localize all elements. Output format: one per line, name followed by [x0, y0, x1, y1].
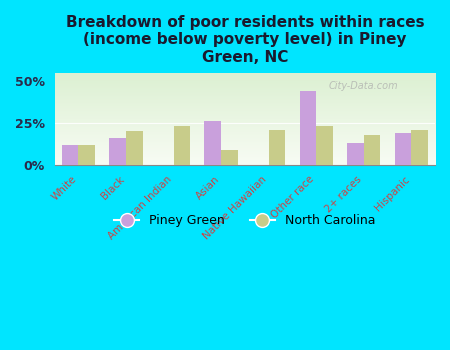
Bar: [78, 145, 95, 164]
Bar: [364, 134, 380, 164]
Text: City-Data.com: City-Data.com: [328, 82, 398, 91]
Bar: [109, 138, 126, 164]
Bar: [221, 149, 238, 164]
Bar: [395, 133, 411, 164]
Bar: [411, 130, 428, 164]
Bar: [316, 126, 333, 164]
Bar: [174, 126, 190, 164]
Title: Breakdown of poor residents within races
(income below poverty level) in Piney
G: Breakdown of poor residents within races…: [66, 15, 424, 65]
Bar: [204, 121, 221, 164]
Legend: Piney Green, North Carolina: Piney Green, North Carolina: [109, 209, 381, 232]
Bar: [300, 91, 316, 164]
Bar: [269, 130, 285, 164]
Bar: [62, 145, 78, 164]
Bar: [347, 143, 364, 164]
Bar: [126, 131, 143, 164]
